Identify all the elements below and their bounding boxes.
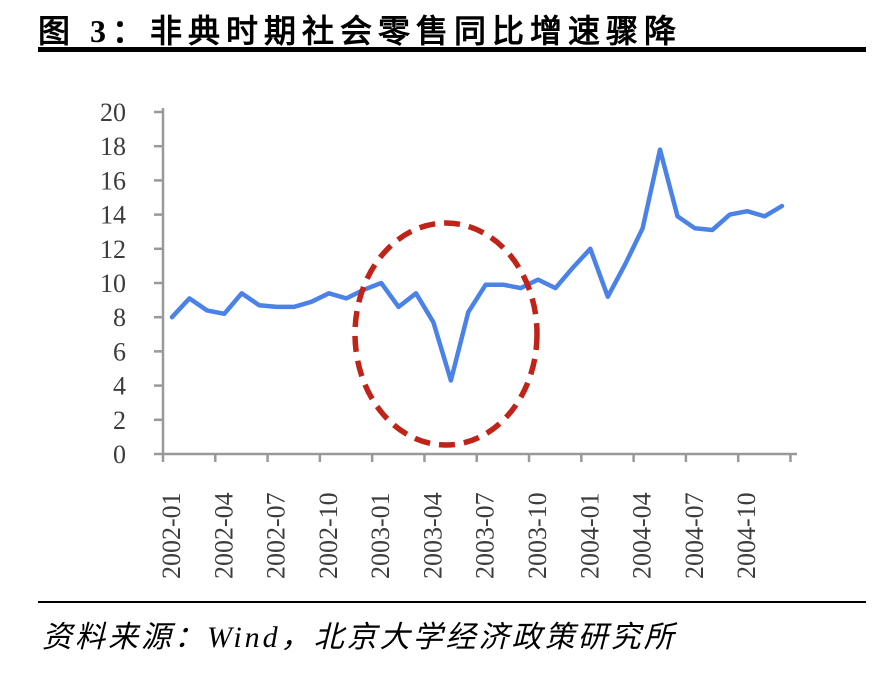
x-tick-label: 2003-10: [523, 492, 552, 579]
x-tick-label: 2003-04: [418, 492, 447, 579]
x-tick-label: 2003-07: [471, 492, 500, 579]
y-tick-label: 2: [113, 406, 126, 435]
y-tick-label: 16: [100, 166, 126, 195]
x-tick-label: 2002-10: [314, 492, 343, 579]
figure-title: 图 3：非典时期社会零售同比增速骤降: [38, 13, 683, 49]
y-tick-label: 18: [100, 132, 126, 161]
retail-growth-line: [169, 147, 785, 383]
y-tick-label: 12: [100, 235, 126, 264]
x-tick-label: 2002-07: [262, 492, 291, 579]
y-tick-label: 6: [113, 337, 126, 366]
x-tick-label: 2004-10: [732, 492, 761, 579]
source-divider: [38, 601, 866, 603]
y-tick-label: 0: [113, 440, 126, 469]
x-tick-label: 2004-07: [680, 492, 709, 579]
x-tick-label: 2004-01: [575, 492, 604, 579]
y-tick-label: 20: [100, 98, 126, 127]
y-tick-label: 8: [113, 303, 126, 332]
y-tick-label: 4: [113, 372, 126, 401]
x-tick-label: 2002-04: [209, 492, 238, 579]
x-tick-label: 2004-04: [628, 492, 657, 579]
y-tick-label: 14: [100, 201, 126, 230]
x-tick-label: 2002-01: [157, 492, 186, 579]
y-tick-label: 10: [100, 269, 126, 298]
sars-dip-annotation-circle: [352, 220, 540, 448]
source-note: 资料来源：Wind，北京大学经济政策研究所: [42, 621, 677, 654]
x-tick-label: 2003-01: [366, 492, 395, 579]
title-underline: [38, 47, 866, 52]
